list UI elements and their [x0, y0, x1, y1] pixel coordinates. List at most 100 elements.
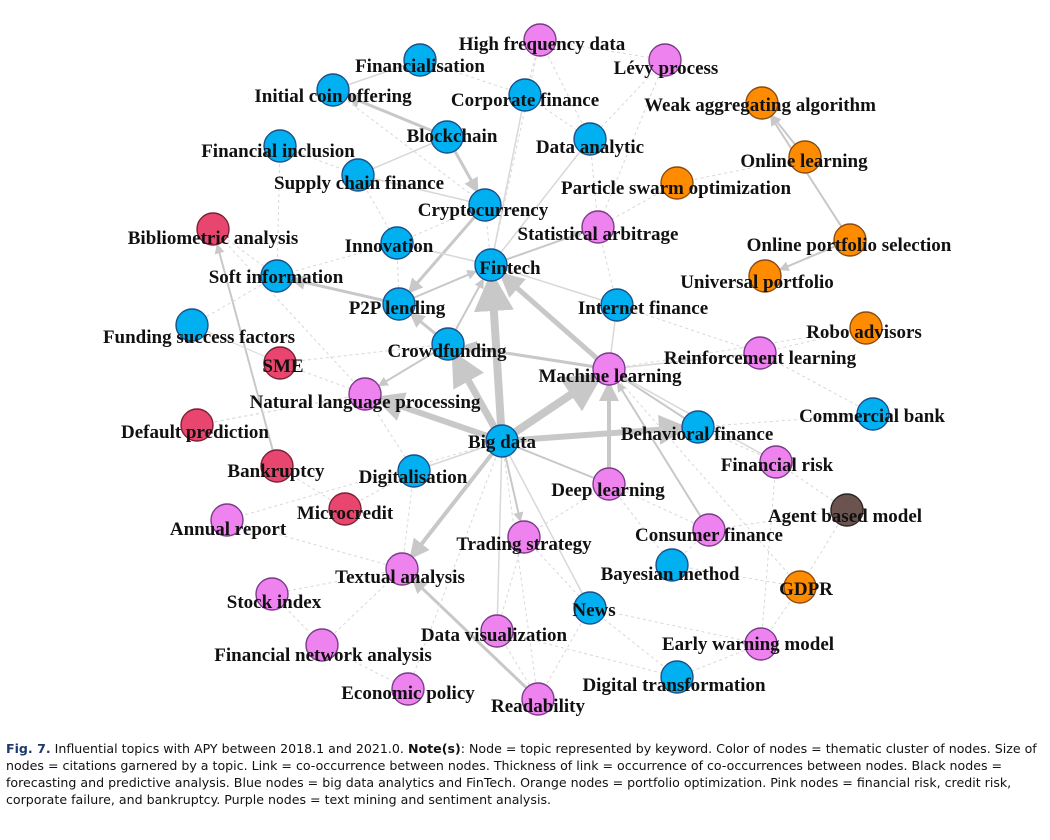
node-purple — [391, 672, 425, 706]
node-purple — [480, 614, 514, 648]
node-blue — [485, 424, 519, 458]
edge — [496, 630, 678, 678]
node-label: Data visualization — [421, 625, 568, 646]
node-blue — [856, 397, 890, 431]
node-label: Textual analysis — [335, 567, 465, 588]
node-blue — [431, 327, 465, 361]
edge — [411, 578, 540, 701]
node-blue — [655, 548, 689, 582]
node-label: Default prediction — [121, 422, 269, 443]
node-label: Annual report — [170, 519, 287, 540]
edge — [409, 439, 504, 560]
node-label: Particle swarm optimization — [561, 178, 791, 199]
edge — [589, 59, 666, 140]
node-purple — [507, 520, 541, 554]
node-label: Bayesian method — [601, 564, 740, 585]
node-label: Economic policy — [341, 683, 475, 704]
edge — [589, 607, 762, 645]
node-blue — [382, 287, 416, 321]
node-label: Crowdfunding — [388, 341, 507, 362]
edge — [407, 204, 487, 294]
node-label: Online learning — [740, 151, 868, 172]
edge — [407, 440, 503, 690]
edge — [759, 327, 867, 354]
edge — [501, 440, 591, 609]
edge — [501, 414, 690, 445]
caption-note-label: Note(s) — [407, 741, 461, 756]
edge — [321, 568, 403, 646]
node-label: Deep learning — [551, 480, 665, 501]
edge — [401, 470, 415, 570]
node-label: GDPR — [779, 579, 833, 600]
node-label: P2P lending — [349, 298, 446, 319]
caption-fig-label: Fig. 7. — [6, 741, 51, 756]
edge — [496, 536, 525, 632]
node-orange — [849, 311, 883, 345]
node-purple — [255, 577, 289, 611]
edge — [589, 607, 678, 678]
node-purple — [521, 682, 555, 716]
node-label: Innovation — [345, 236, 434, 257]
edge — [290, 275, 400, 306]
edge — [490, 39, 541, 266]
node-purple — [523, 23, 557, 57]
edge — [279, 343, 449, 364]
node-label: Financialisation — [355, 56, 485, 77]
node-purple — [648, 43, 682, 77]
edge — [345, 93, 448, 139]
node-orange — [745, 86, 779, 120]
node-blue — [403, 43, 437, 77]
node-pink — [180, 408, 214, 442]
edge — [496, 440, 503, 632]
edge — [616, 304, 761, 354]
edge — [276, 242, 398, 277]
node-label: Reinforcement learning — [664, 348, 857, 369]
nodes-layer — [175, 23, 890, 716]
node-blue — [573, 122, 607, 156]
node-blue — [397, 454, 431, 488]
edge — [357, 174, 486, 206]
edge — [196, 393, 366, 426]
edge — [373, 392, 503, 444]
node-label: Statistical arbitrage — [518, 224, 679, 245]
node-black — [830, 493, 864, 527]
node-purple — [592, 467, 626, 501]
node-label: Weak aggregating algorithm — [644, 95, 876, 116]
edge — [490, 94, 526, 266]
edge — [501, 440, 539, 700]
node-purple — [210, 503, 244, 537]
node-label: Financial network analysis — [214, 645, 431, 666]
edge — [608, 483, 673, 566]
edge — [490, 264, 618, 306]
node-blue — [681, 410, 715, 444]
edge — [332, 89, 486, 206]
node-label: Lévy process — [614, 58, 719, 79]
edge — [490, 138, 591, 266]
edge — [608, 352, 761, 370]
node-label: Internet finance — [578, 298, 708, 319]
node-label: Digital transformation — [582, 675, 766, 696]
edge — [276, 145, 281, 277]
node-blue — [508, 78, 542, 112]
edge — [708, 509, 848, 531]
node-label: Robo advisors — [806, 322, 922, 343]
node-purple — [759, 445, 793, 479]
node-label: News — [572, 600, 615, 621]
edge — [770, 115, 851, 241]
node-label: Data analytic — [536, 137, 644, 158]
edge — [608, 368, 801, 588]
edge — [616, 381, 710, 531]
edge — [226, 519, 403, 570]
node-label: Natural language processing — [250, 392, 481, 413]
node-label: Financial risk — [721, 455, 834, 476]
node-label: Early warning model — [662, 634, 834, 655]
node-label: Consumer finance — [635, 525, 783, 546]
node-orange — [788, 140, 822, 174]
node-label: Financial inclusion — [201, 141, 355, 162]
node-pink — [328, 492, 362, 526]
figure-caption: Fig. 7. Influential topics with APY betw… — [6, 740, 1046, 808]
edge — [523, 483, 610, 538]
node-label: Supply chain finance — [274, 173, 444, 194]
node-label: Big data — [468, 432, 537, 453]
node-label: Universal portfolio — [680, 272, 834, 293]
